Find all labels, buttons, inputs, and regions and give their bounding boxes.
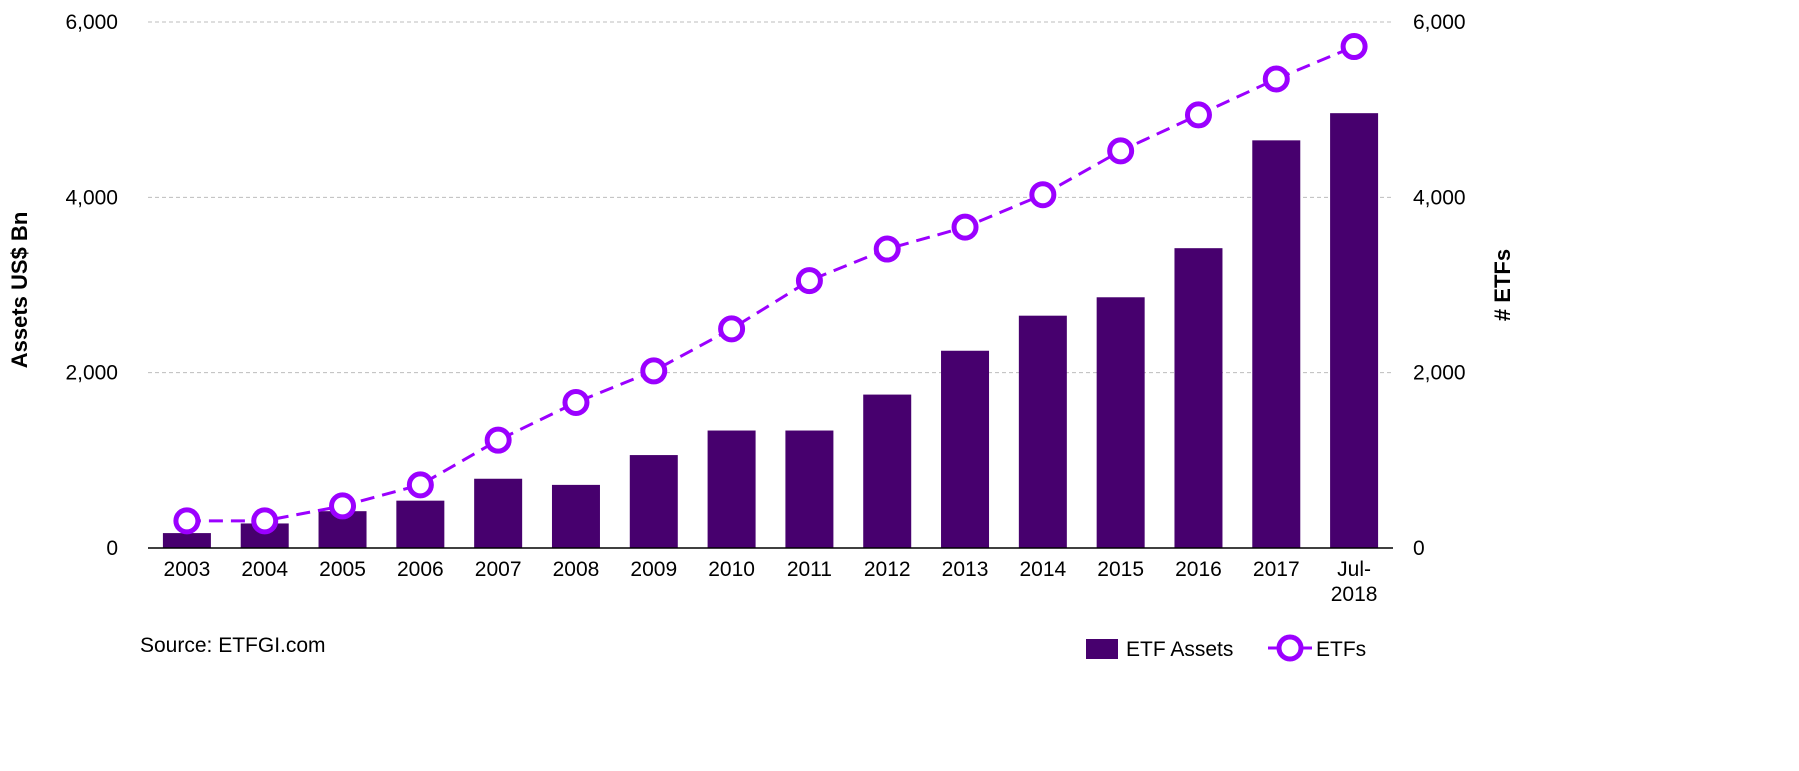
x-tick-label: 2013 bbox=[942, 558, 989, 581]
line-series bbox=[173, 33, 1368, 535]
marker-2016 bbox=[1184, 101, 1212, 129]
marker-2006 bbox=[406, 471, 434, 499]
legend-label-etfs: ETFs bbox=[1316, 638, 1366, 661]
bar-2009 bbox=[629, 455, 678, 548]
marker-2017 bbox=[1262, 65, 1290, 93]
x-tick-label: 2010 bbox=[708, 558, 755, 581]
marker-2013 bbox=[951, 213, 979, 241]
bar-2016 bbox=[1174, 248, 1223, 548]
marker-2012 bbox=[873, 235, 901, 263]
x-tick-label: 2015 bbox=[1097, 558, 1144, 581]
legend-label-etf-assets: ETF Assets bbox=[1126, 638, 1233, 661]
x-tick-label: 2005 bbox=[319, 558, 366, 581]
bar-2017 bbox=[1252, 140, 1301, 548]
left-tick-label: 2,000 bbox=[65, 362, 118, 385]
marker-2005 bbox=[329, 492, 357, 520]
bar-2008 bbox=[551, 484, 600, 548]
right-tick-label: 0 bbox=[1413, 537, 1425, 560]
x-tick-label: 2014 bbox=[1019, 558, 1066, 581]
marker-2003 bbox=[173, 507, 201, 535]
left-axis-title: Assets US$ Bn bbox=[7, 212, 32, 369]
bar-2011 bbox=[785, 430, 834, 548]
x-tick-label: 2017 bbox=[1253, 558, 1300, 581]
x-tick-label: Jul-2018 bbox=[1331, 558, 1378, 606]
marker-2004 bbox=[251, 507, 279, 535]
bar-2015 bbox=[1096, 297, 1145, 548]
right-axis-ticks: 0 2,000 4,000 6,000 bbox=[1413, 11, 1466, 560]
marker-2011 bbox=[795, 267, 823, 295]
x-tick-label: 2009 bbox=[630, 558, 677, 581]
marker-2015 bbox=[1107, 137, 1135, 165]
bar-2006 bbox=[396, 500, 445, 548]
legend-bar-swatch bbox=[1086, 639, 1118, 659]
x-tick-label: 2004 bbox=[241, 558, 288, 581]
right-tick-label: 6,000 bbox=[1413, 11, 1466, 34]
bar-2014 bbox=[1018, 315, 1067, 548]
right-tick-label: 4,000 bbox=[1413, 186, 1466, 209]
x-axis-ticks: 2003 2004 2005 2006 2007 2008 2009 2010 2011 2012… bbox=[164, 558, 1378, 606]
right-axis-title: # ETFs bbox=[1490, 249, 1515, 321]
left-tick-label: 6,000 bbox=[65, 11, 118, 34]
left-tick-label: 0 bbox=[106, 537, 118, 560]
bar-2007 bbox=[474, 478, 523, 548]
x-tick-label: 2016 bbox=[1175, 558, 1222, 581]
marker-2009 bbox=[640, 357, 668, 385]
left-axis-ticks: 0 2,000 4,000 6,000 bbox=[65, 11, 118, 560]
bar-Jul-2018 bbox=[1330, 113, 1379, 548]
bar-2010 bbox=[707, 430, 756, 548]
x-tick-label: 2011 bbox=[787, 558, 832, 581]
line-etfs bbox=[186, 45, 1355, 523]
bar-2012 bbox=[863, 394, 912, 548]
x-tick-label: 2007 bbox=[475, 558, 522, 581]
bar-series bbox=[162, 113, 1379, 548]
x-tick-label: 2006 bbox=[397, 558, 444, 581]
source-note: Source: ETFGI.com bbox=[140, 634, 326, 657]
marker-2008 bbox=[562, 388, 590, 416]
bar-2003 bbox=[162, 533, 211, 548]
x-tick-label: 2008 bbox=[553, 558, 600, 581]
legend-marker-etfs bbox=[1276, 634, 1304, 662]
marker-2014 bbox=[1029, 181, 1057, 209]
marker-2007 bbox=[484, 426, 512, 454]
marker-Jul-2018 bbox=[1340, 33, 1368, 61]
marker-2010 bbox=[718, 315, 746, 343]
bar-2013 bbox=[941, 350, 990, 548]
x-tick-label: 2012 bbox=[864, 558, 911, 581]
x-tick-label: 2003 bbox=[164, 558, 211, 581]
legend: ETF Assets ETFs bbox=[1086, 634, 1366, 662]
left-tick-label: 4,000 bbox=[65, 186, 118, 209]
right-tick-label: 2,000 bbox=[1413, 362, 1466, 385]
